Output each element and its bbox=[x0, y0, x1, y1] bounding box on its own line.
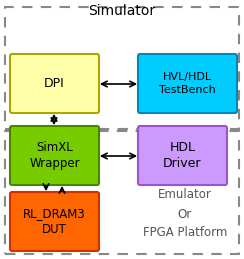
FancyBboxPatch shape bbox=[138, 126, 227, 185]
Text: SimXL
Wrapper: SimXL Wrapper bbox=[29, 141, 80, 170]
Text: Simulator: Simulator bbox=[88, 4, 156, 18]
Text: HVL/HDL
TestBench: HVL/HDL TestBench bbox=[159, 72, 216, 95]
FancyBboxPatch shape bbox=[10, 192, 99, 251]
Text: RL_DRAM3
DUT: RL_DRAM3 DUT bbox=[23, 207, 86, 236]
Bar bbox=[5, 7, 239, 129]
Bar bbox=[5, 131, 239, 254]
FancyBboxPatch shape bbox=[138, 54, 237, 113]
Text: HDL
Driver: HDL Driver bbox=[163, 141, 202, 170]
FancyBboxPatch shape bbox=[10, 126, 99, 185]
Text: Emulator
Or
FPGA Platform: Emulator Or FPGA Platform bbox=[143, 189, 227, 240]
Text: DPI: DPI bbox=[44, 77, 65, 90]
FancyBboxPatch shape bbox=[10, 54, 99, 113]
